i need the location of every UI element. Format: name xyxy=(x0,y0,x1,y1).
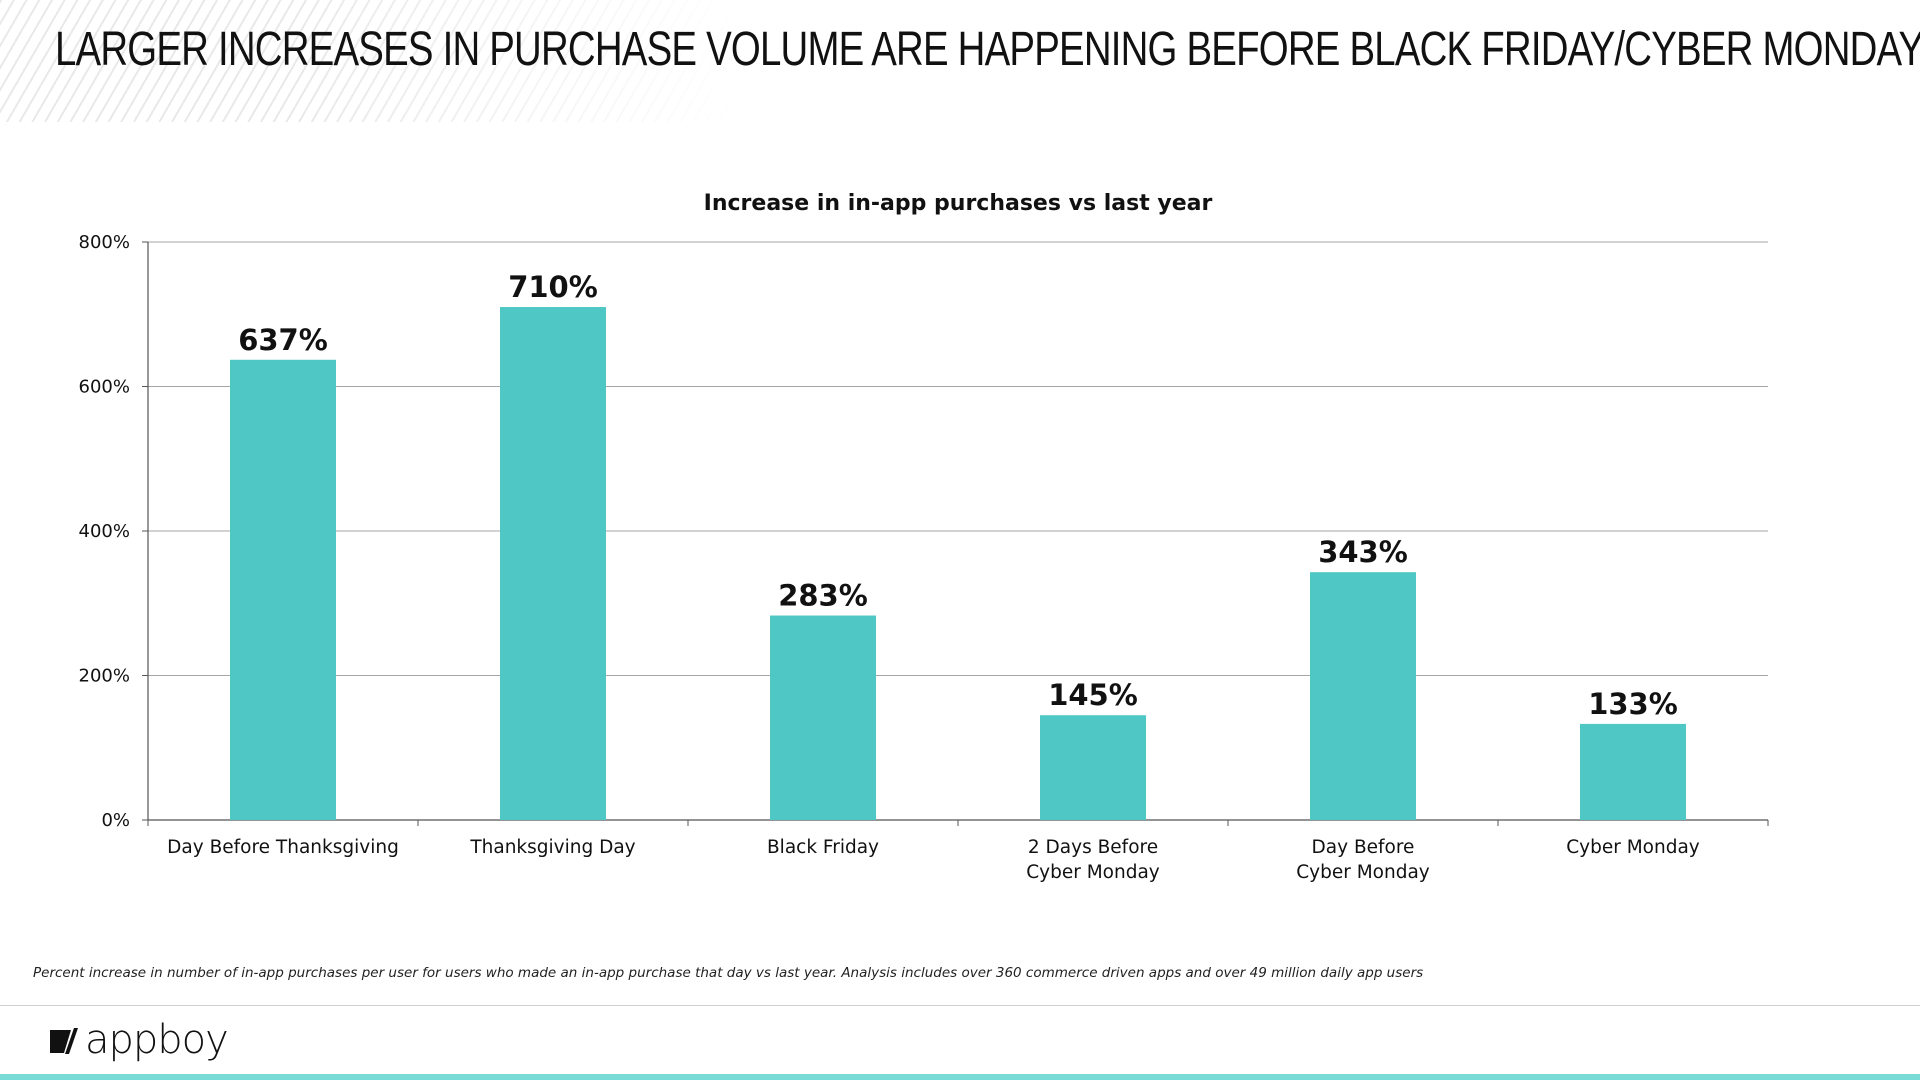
x-category-label: Day Before Cyber Monday xyxy=(1296,837,1430,883)
appboy-logo: appboy xyxy=(50,1017,229,1063)
bar-value-label: 133% xyxy=(1588,687,1678,721)
slide-title: LARGER INCREASES IN PURCHASE VOLUME ARE … xyxy=(55,23,1920,76)
bar xyxy=(230,359,336,820)
bar-value-label: 637% xyxy=(238,323,328,357)
chart-gridlines xyxy=(148,241,1768,676)
bar xyxy=(1040,715,1146,820)
appboy-logo-icon xyxy=(50,1028,78,1054)
chart-labels: 0% 200% 400% 600% 800% 637% Day Before Thanksg… xyxy=(79,232,1700,883)
footer-divider xyxy=(0,1005,1920,1006)
x-category-label: 2 Days Before Cyber Monday xyxy=(1026,837,1160,883)
chart-bars xyxy=(230,307,1686,820)
x-category-label: Cyber Monday xyxy=(1566,837,1700,858)
chart-title: Increase in in-app purchases vs last yea… xyxy=(704,191,1213,216)
chart-axes xyxy=(142,241,1769,826)
bar xyxy=(500,307,606,820)
bar xyxy=(1580,723,1686,820)
header-hatch-pattern xyxy=(0,0,740,122)
bar-chart: Increase in in-app purchases vs last yea… xyxy=(79,191,1769,883)
y-tick-label: 0% xyxy=(101,810,130,831)
logo-wordmark: appboy xyxy=(85,1017,229,1063)
bar-value-label: 710% xyxy=(508,270,598,304)
bar-value-label: 283% xyxy=(778,579,868,613)
bottom-accent-bar xyxy=(0,1074,1920,1080)
bar xyxy=(770,615,876,820)
x-category-label: Day Before Thanksgiving xyxy=(167,837,399,858)
bar xyxy=(1310,572,1416,820)
y-tick-label: 200% xyxy=(79,666,130,687)
bar-value-label: 145% xyxy=(1048,678,1138,712)
y-tick-label: 400% xyxy=(79,521,130,542)
footnote: Percent increase in number of in-app pur… xyxy=(33,965,1424,981)
x-category-label: Thanksgiving Day xyxy=(469,837,635,858)
y-tick-label: 800% xyxy=(79,232,130,253)
x-category-label: Black Friday xyxy=(767,837,879,858)
y-tick-label: 600% xyxy=(79,377,130,398)
bar-value-label: 343% xyxy=(1318,535,1408,569)
